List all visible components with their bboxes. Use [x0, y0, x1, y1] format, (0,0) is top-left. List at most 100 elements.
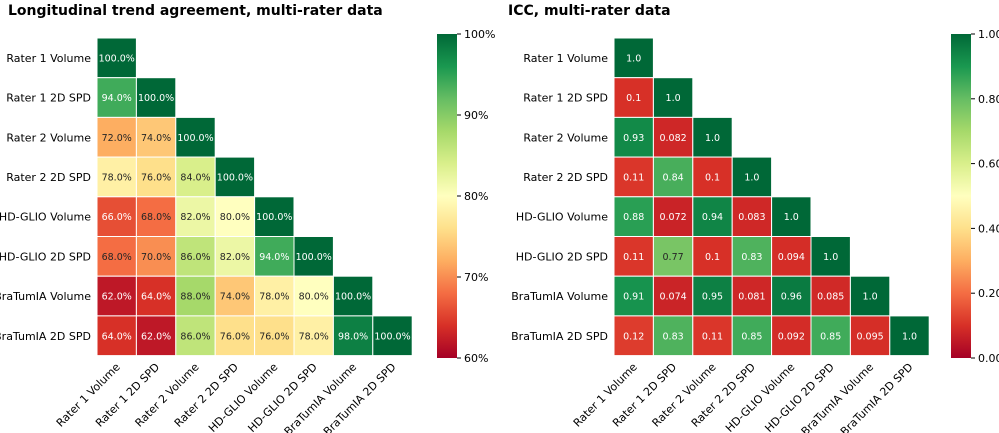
colorbar: 100% 90% 80% 70% 60% — [437, 28, 495, 365]
row-label: Rater 1 2D SPD — [523, 92, 608, 105]
cell-value-label: 100.0% — [256, 212, 292, 223]
cell-value-label: 98.0% — [338, 331, 368, 342]
heatmap-cell — [372, 315, 413, 357]
cell-value-label: 66.0% — [102, 212, 132, 223]
cell-value-label: 68.0% — [102, 252, 132, 263]
cell-value-label: 1.0 — [626, 53, 641, 64]
cell-value-label: 0.072 — [659, 212, 686, 223]
colorbar-tick-label: 1.00 — [978, 28, 999, 41]
heatmap-cell — [96, 236, 137, 277]
heatmap-cell — [613, 37, 654, 79]
heatmap-cell — [771, 275, 812, 317]
cell-value-label: 80.0% — [299, 292, 329, 303]
heatmap-cell — [293, 275, 334, 317]
row-labels: Rater 1 Volume Rater 1 2D SPD Rater 2 Volu… — [511, 52, 608, 343]
row-label: HD-GLIO Volume — [0, 211, 91, 224]
row-label: Rater 1 2D SPD — [6, 92, 91, 105]
cell-value-label: 0.93 — [623, 133, 644, 144]
cell-value-label: 0.94 — [702, 212, 723, 223]
colorbar-tick-label: 90% — [464, 109, 488, 122]
colorbar-tick-label: 80% — [464, 190, 488, 203]
heatmap-cell — [692, 236, 733, 277]
colorbar-tick-label: 60% — [464, 352, 488, 365]
heatmap-cell — [96, 156, 137, 198]
cell-value-label: 1.0 — [744, 172, 759, 183]
column-label: HD-GLIO 2D SPD — [762, 361, 836, 433]
heatmap-cell — [652, 275, 694, 317]
heatmap-cell — [652, 156, 694, 198]
cell-value-label: 64.0% — [102, 331, 132, 342]
cell-value-label: 76.0% — [141, 172, 171, 183]
cell-value-label: 0.77 — [663, 252, 684, 263]
cell-value-label: 0.11 — [702, 331, 723, 342]
row-label: BraTumIA 2D SPD — [511, 330, 608, 343]
row-label: BraTumIA Volume — [0, 290, 91, 303]
heatmap-cell — [889, 315, 930, 357]
cell-value-label: 0.1 — [705, 252, 720, 263]
heatmap-cell — [652, 77, 694, 118]
chart-title: ICC, multi-rater data — [508, 3, 671, 19]
cell-value-label: 64.0% — [141, 292, 171, 303]
cell-value-label: 84.0% — [180, 172, 210, 183]
cell-value-label: 1.0 — [784, 212, 799, 223]
row-label: Rater 2 2D SPD — [523, 171, 608, 184]
colorbar-tick-label: 100% — [464, 28, 495, 41]
cell-value-label: 94.0% — [102, 93, 132, 104]
row-label: BraTumIA Volume — [511, 290, 608, 303]
heatmap-cell — [96, 275, 137, 317]
cell-value-label: 0.082 — [659, 133, 686, 144]
heatmap-cell — [332, 275, 374, 317]
heatmap-cell — [613, 315, 654, 357]
heatmap-cell — [96, 37, 137, 79]
heatmap-cell — [810, 236, 851, 277]
cell-value-label: 0.1 — [626, 93, 641, 104]
cell-value-label: 0.12 — [623, 331, 644, 342]
colorbar-tick-label: 0.60 — [978, 158, 999, 171]
cell-value-label: 88.0% — [180, 292, 210, 303]
heatmap-cell — [214, 156, 256, 198]
row-label: Rater 1 Volume — [523, 52, 608, 65]
cell-value-label: 100.0% — [217, 172, 253, 183]
heatmap-cell — [96, 315, 137, 357]
cell-value-label: 82.0% — [180, 212, 210, 223]
row-label: HD-GLIO Volume — [516, 211, 608, 224]
column-label: HD-GLIO Volume — [206, 360, 280, 433]
cell-value-label: 0.83 — [663, 331, 684, 342]
heatmap-cell — [135, 236, 177, 277]
cell-value-label: 86.0% — [180, 252, 210, 263]
cell-value-label: 100.0% — [177, 133, 213, 144]
cell-value-label: 100.0% — [138, 93, 174, 104]
colorbar-tick-label: 0.20 — [978, 287, 999, 300]
cell-value-label: 70.0% — [141, 252, 171, 263]
cell-value-label: 0.092 — [778, 331, 805, 342]
heatmap-cell — [652, 315, 694, 357]
cell-value-label: 78.0% — [102, 172, 132, 183]
cell-value-label: 0.095 — [856, 331, 883, 342]
cell-value-label: 78.0% — [299, 331, 329, 342]
cell-value-label: 62.0% — [102, 292, 132, 303]
heatmap-cell — [692, 315, 733, 357]
cell-value-label: 86.0% — [180, 331, 210, 342]
row-labels: Rater 1 Volume Rater 1 2D SPD Rater 2 Volu… — [0, 52, 91, 343]
cell-value-label: 0.11 — [623, 172, 644, 183]
column-label: BraTumIA 2D SPD — [838, 361, 916, 433]
cell-value-label: 76.0% — [220, 331, 250, 342]
cell-value-label: 0.074 — [659, 292, 686, 303]
heatmap-cell — [175, 315, 216, 357]
heatmap-cell — [254, 315, 295, 357]
heatmap-cell — [613, 156, 654, 198]
heatmap-cell — [613, 77, 654, 118]
heatmap-cell — [214, 315, 256, 357]
heatmap-cell — [175, 275, 216, 317]
cell-value-label: 72.0% — [102, 133, 132, 144]
row-label: HD-GLIO 2D SPD — [516, 250, 608, 263]
cell-value-label: 74.0% — [141, 133, 171, 144]
column-label: BraTumIA 2D SPD — [321, 361, 399, 433]
cell-value-label: 78.0% — [259, 292, 289, 303]
icc-heatmap: ICC, multi-rater data Rater 1 Volume Rate… — [508, 3, 999, 433]
column-label: HD-GLIO 2D SPD — [245, 361, 319, 433]
cell-value-label: 1.0 — [863, 292, 878, 303]
heatmap-cell — [731, 196, 773, 238]
heatmap-cell — [771, 236, 812, 277]
